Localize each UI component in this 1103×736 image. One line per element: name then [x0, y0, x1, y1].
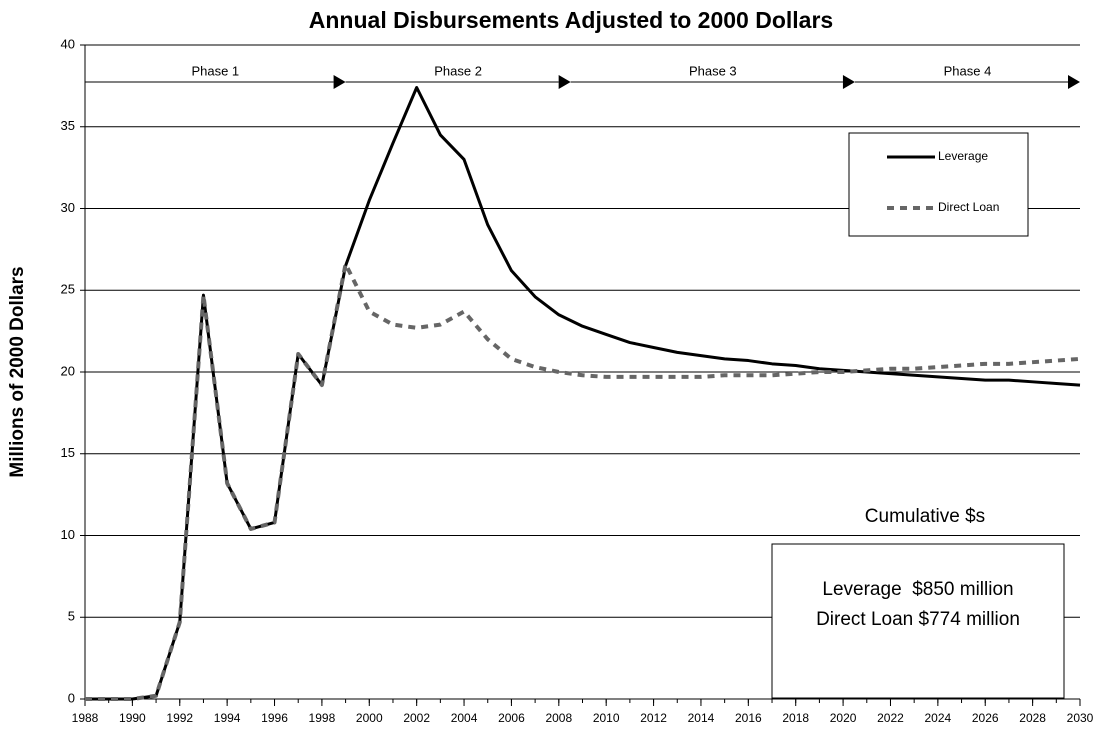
x-tick-label: 2010: [593, 711, 620, 725]
phase-arrow: [558, 75, 571, 89]
x-tick-label: 2020: [830, 711, 857, 725]
x-tick-label: 2004: [451, 711, 478, 725]
legend-label: Leverage: [938, 149, 988, 163]
x-tick-label: 2028: [1019, 711, 1046, 725]
y-tick-label: 30: [61, 200, 75, 215]
phase-label: Phase 3: [689, 63, 737, 78]
x-tick-label: 2002: [403, 711, 430, 725]
x-tick-label: 2018: [782, 711, 809, 725]
chart-title: Annual Disbursements Adjusted to 2000 Do…: [309, 7, 833, 33]
x-tick-label: 2024: [925, 711, 952, 725]
annotation: Leverage $850 million: [822, 579, 1013, 600]
y-tick-label: 20: [61, 363, 75, 378]
phase-label: Phase 2: [434, 63, 482, 78]
phase-label: Phase 1: [191, 63, 239, 78]
annotation: Direct Loan $774 million: [816, 609, 1020, 630]
annotation-box: [771, 543, 1065, 699]
y-tick-label: 10: [61, 527, 75, 542]
x-tick-label: 1994: [214, 711, 241, 725]
legend-label: Direct Loan: [938, 200, 999, 214]
x-tick-label: 1988: [72, 711, 99, 725]
x-tick-label: 2000: [356, 711, 383, 725]
x-tick-label: 2008: [545, 711, 572, 725]
x-tick-label: 2022: [877, 711, 904, 725]
x-tick-label: 1996: [261, 711, 288, 725]
x-tick-label: 1990: [119, 711, 146, 725]
phase-arrow: [333, 75, 346, 89]
phase-arrow: [1068, 75, 1080, 89]
y-tick-label: 5: [68, 609, 75, 624]
phase-label: Phase 4: [944, 63, 992, 78]
annotation: Cumulative $s: [865, 506, 985, 527]
y-tick-label: 35: [61, 118, 75, 133]
y-tick-label: 40: [61, 36, 75, 51]
legend-box: [848, 132, 1029, 237]
y-tick-label: 25: [61, 282, 75, 297]
y-tick-label: 15: [61, 445, 75, 460]
phase-arrow: [842, 75, 855, 89]
x-tick-label: 2026: [972, 711, 999, 725]
x-tick-label: 2030: [1067, 711, 1094, 725]
y-axis-label: Millions of 2000 Dollars: [7, 266, 28, 477]
x-tick-label: 2014: [688, 711, 715, 725]
x-tick-label: 2012: [640, 711, 667, 725]
x-tick-label: 2016: [735, 711, 762, 725]
series-line: [85, 262, 1081, 701]
x-tick-label: 1992: [166, 711, 193, 725]
x-tick-label: 1998: [309, 711, 336, 725]
x-tick-label: 2006: [498, 711, 525, 725]
y-tick-label: 0: [68, 690, 75, 705]
